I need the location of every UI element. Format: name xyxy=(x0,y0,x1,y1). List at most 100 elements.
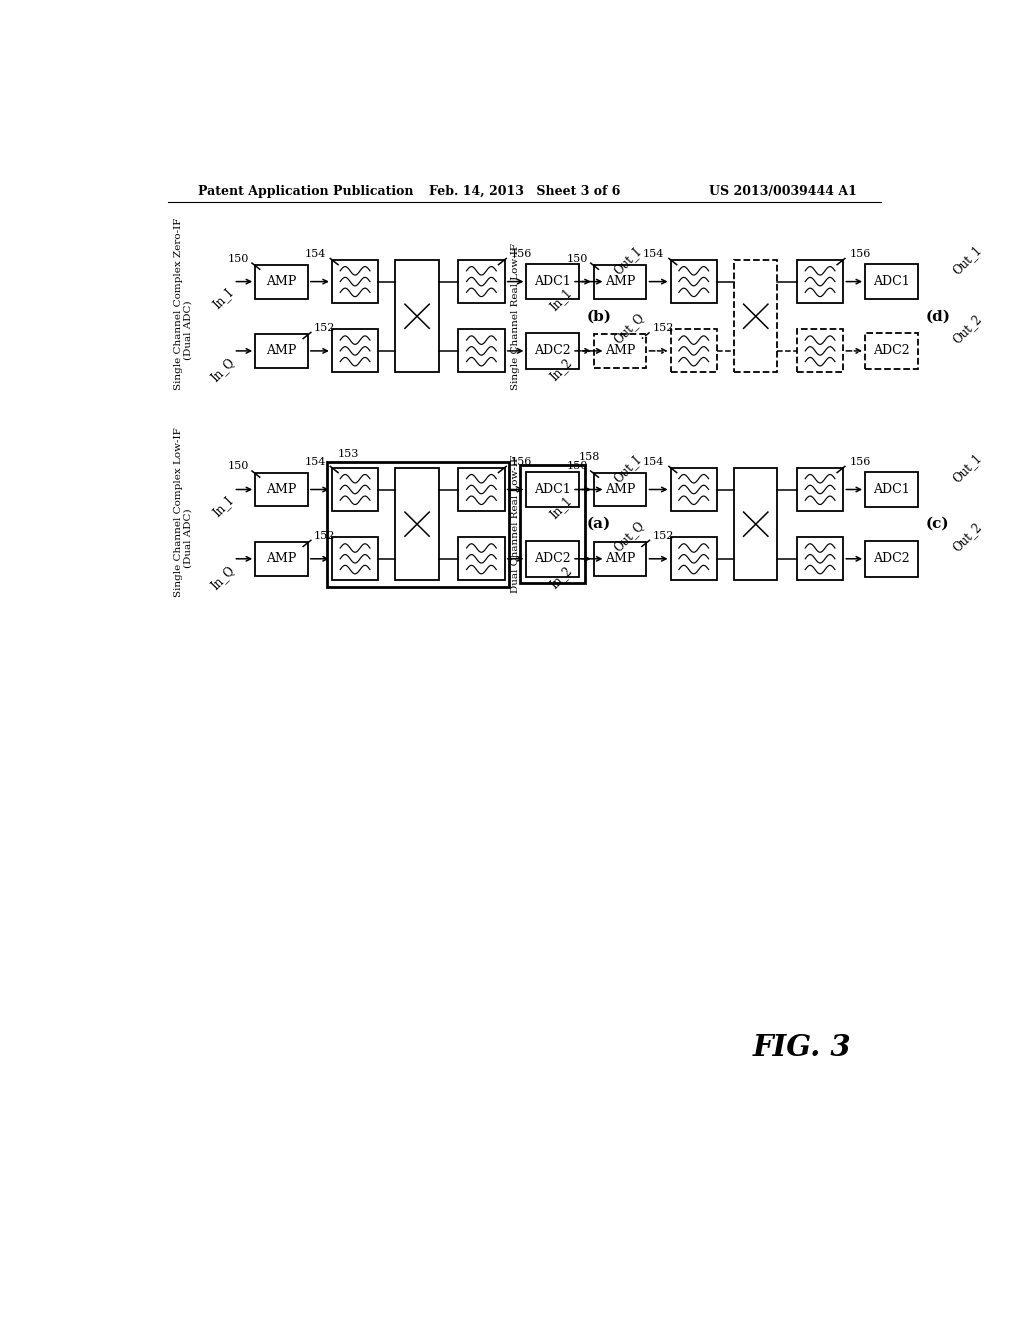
Bar xyxy=(332,260,378,304)
Bar xyxy=(458,260,505,304)
Text: Single Channel Complex Low-IF: Single Channel Complex Low-IF xyxy=(174,426,183,597)
Bar xyxy=(526,471,579,507)
Text: In_Q: In_Q xyxy=(208,564,237,593)
Text: In_1: In_1 xyxy=(548,494,574,521)
Text: Dual Channel Real Low-IF: Dual Channel Real Low-IF xyxy=(511,455,520,593)
Bar xyxy=(671,330,717,372)
Bar xyxy=(594,473,646,507)
Text: In_I: In_I xyxy=(210,494,236,520)
Text: Feb. 14, 2013 Sheet 3 of 6: Feb. 14, 2013 Sheet 3 of 6 xyxy=(429,185,621,198)
Bar xyxy=(255,334,308,368)
Bar xyxy=(797,260,844,304)
Text: (b): (b) xyxy=(587,309,611,323)
Text: 152: 152 xyxy=(314,531,336,541)
Text: 156: 156 xyxy=(511,457,532,467)
Text: ADC2: ADC2 xyxy=(873,345,909,358)
Bar xyxy=(332,469,378,511)
Text: 156: 156 xyxy=(850,249,870,259)
Text: 150: 150 xyxy=(566,253,588,264)
Text: Out_1: Out_1 xyxy=(950,451,984,484)
Bar xyxy=(594,541,646,576)
Text: Out_2: Out_2 xyxy=(950,313,984,346)
Text: (c): (c) xyxy=(926,517,949,531)
Text: Out_1: Out_1 xyxy=(950,243,984,277)
Text: 152: 152 xyxy=(652,531,674,541)
Text: In_2: In_2 xyxy=(548,564,574,590)
Text: ADC2: ADC2 xyxy=(535,552,571,565)
Text: AMP: AMP xyxy=(266,552,297,565)
Text: 150: 150 xyxy=(227,253,249,264)
Bar xyxy=(395,260,438,372)
Text: Patent Application Publication: Patent Application Publication xyxy=(198,185,414,198)
Bar xyxy=(526,264,579,300)
Text: 153: 153 xyxy=(338,449,359,459)
Text: In_1: In_1 xyxy=(548,286,574,313)
Text: In_Q: In_Q xyxy=(208,355,237,384)
Text: 152: 152 xyxy=(652,323,674,333)
Bar xyxy=(797,537,844,581)
Bar xyxy=(865,471,918,507)
Text: AMP: AMP xyxy=(266,275,297,288)
Text: 150: 150 xyxy=(227,462,249,471)
Text: Out_I: Out_I xyxy=(611,453,644,484)
Text: 154: 154 xyxy=(304,457,326,467)
Text: Single Channel Complex Zero-IF: Single Channel Complex Zero-IF xyxy=(174,218,183,391)
Text: 158: 158 xyxy=(579,451,600,462)
Text: In_2: In_2 xyxy=(548,355,574,383)
Text: 154: 154 xyxy=(643,249,665,259)
Text: 156: 156 xyxy=(511,249,532,259)
Text: AMP: AMP xyxy=(266,345,297,358)
Text: ADC2: ADC2 xyxy=(535,345,571,358)
Text: 154: 154 xyxy=(304,249,326,259)
Text: Out_I: Out_I xyxy=(611,246,644,277)
Bar xyxy=(865,264,918,300)
Bar xyxy=(526,333,579,368)
Bar xyxy=(255,541,308,576)
Bar xyxy=(526,541,579,577)
Text: Out_Q: Out_Q xyxy=(611,310,647,346)
Bar xyxy=(458,469,505,511)
Text: 152: 152 xyxy=(314,323,336,333)
Bar xyxy=(255,473,308,507)
Bar xyxy=(332,330,378,372)
Text: (d): (d) xyxy=(926,309,950,323)
Text: Single Channel Real Low-IF: Single Channel Real Low-IF xyxy=(511,243,520,389)
Text: (a): (a) xyxy=(587,517,611,531)
Bar xyxy=(458,537,505,581)
Text: ADC1: ADC1 xyxy=(535,483,571,496)
Bar xyxy=(671,469,717,511)
Bar xyxy=(395,469,438,581)
Text: ADC1: ADC1 xyxy=(873,275,909,288)
Text: ADC2: ADC2 xyxy=(873,552,909,565)
Text: 150: 150 xyxy=(566,462,588,471)
Text: ADC1: ADC1 xyxy=(873,483,909,496)
Text: AMP: AMP xyxy=(605,345,635,358)
Bar xyxy=(734,260,777,372)
Bar xyxy=(594,265,646,298)
Text: AMP: AMP xyxy=(605,483,635,496)
Bar xyxy=(255,265,308,298)
Bar xyxy=(671,537,717,581)
Text: (Dual ADC): (Dual ADC) xyxy=(183,508,193,568)
Text: AMP: AMP xyxy=(266,483,297,496)
Bar xyxy=(328,462,509,586)
Bar xyxy=(797,469,844,511)
Text: (Dual ADC): (Dual ADC) xyxy=(183,300,193,360)
Bar xyxy=(594,334,646,368)
Text: Out_Q: Out_Q xyxy=(611,519,647,554)
Bar xyxy=(865,333,918,368)
Bar xyxy=(797,330,844,372)
Text: FIG. 3: FIG. 3 xyxy=(753,1034,852,1063)
Text: AMP: AMP xyxy=(605,275,635,288)
Bar xyxy=(865,541,918,577)
Text: 156: 156 xyxy=(850,457,870,467)
Text: US 2013/0039444 A1: US 2013/0039444 A1 xyxy=(709,185,856,198)
Text: ADC1: ADC1 xyxy=(535,275,571,288)
Bar xyxy=(332,537,378,581)
Bar xyxy=(734,469,777,581)
Bar xyxy=(458,330,505,372)
Bar xyxy=(671,260,717,304)
Bar xyxy=(520,465,586,583)
Text: In_I: In_I xyxy=(210,286,236,312)
Text: 154: 154 xyxy=(643,457,665,467)
